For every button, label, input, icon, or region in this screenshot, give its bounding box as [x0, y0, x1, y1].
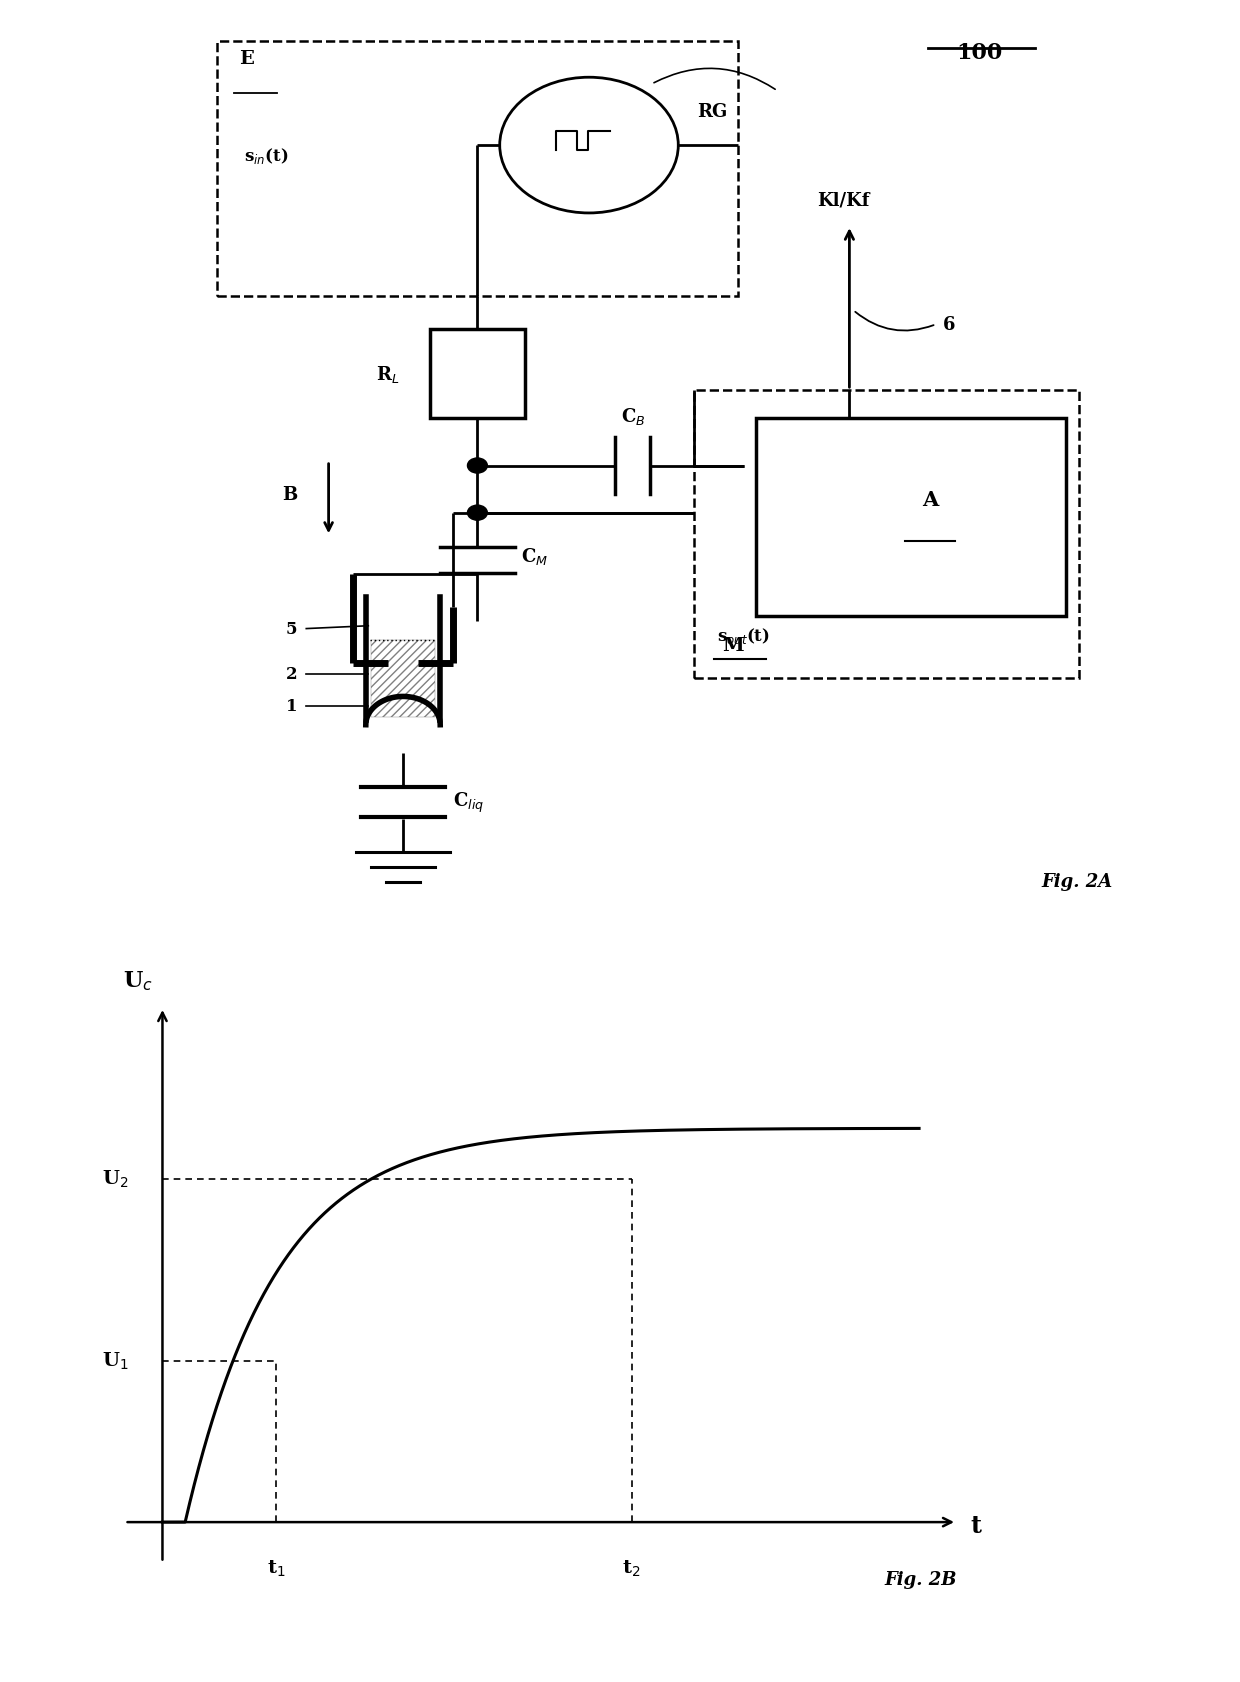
Text: U$_c$: U$_c$: [124, 969, 154, 992]
Text: C$_{liq}$: C$_{liq}$: [453, 791, 484, 814]
Text: 1: 1: [286, 698, 298, 715]
Text: C$_M$: C$_M$: [521, 545, 548, 567]
Text: R$_L$: R$_L$: [376, 363, 399, 385]
Bar: [694, 390, 1079, 678]
Circle shape: [467, 506, 487, 521]
Text: s$_{in}$(t): s$_{in}$(t): [244, 145, 289, 165]
Text: Fig. 2A: Fig. 2A: [1042, 873, 1112, 890]
Text: U$_2$: U$_2$: [102, 1169, 129, 1189]
Text: A: A: [921, 489, 939, 510]
Text: 2: 2: [286, 666, 298, 683]
Text: U$_1$: U$_1$: [102, 1351, 129, 1371]
Text: B: B: [283, 486, 298, 503]
Text: s$_{out}$(t): s$_{out}$(t): [717, 626, 770, 646]
Bar: [217, 42, 738, 296]
Text: 6: 6: [942, 316, 955, 335]
Text: Kl/Kf: Kl/Kf: [817, 192, 869, 209]
Text: E: E: [239, 50, 254, 67]
Text: C$_B$: C$_B$: [621, 405, 646, 427]
Bar: [756, 419, 1066, 617]
Text: Fig. 2B: Fig. 2B: [884, 1569, 957, 1588]
Text: M: M: [722, 637, 743, 654]
Circle shape: [467, 459, 487, 474]
Text: 100: 100: [956, 42, 1003, 64]
Text: t: t: [971, 1512, 981, 1537]
Text: RG: RG: [697, 103, 727, 121]
Text: t$_1$: t$_1$: [267, 1558, 285, 1578]
Bar: [430, 330, 525, 419]
Bar: [371, 641, 435, 718]
Text: t$_2$: t$_2$: [622, 1558, 641, 1578]
Text: 5: 5: [286, 621, 298, 637]
